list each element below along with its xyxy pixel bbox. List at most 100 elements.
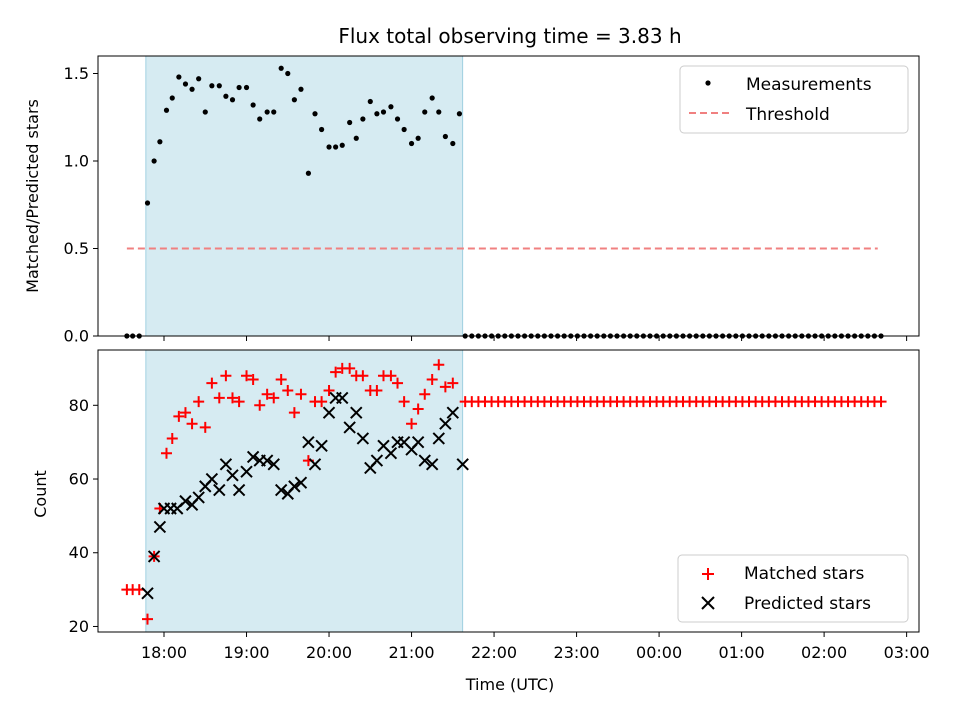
measurement-point <box>394 116 401 122</box>
matched-stars-point <box>166 432 178 444</box>
measurement-point <box>189 86 195 92</box>
x-axis-label: Time (UTC) <box>465 675 554 694</box>
measurement-point <box>360 116 366 122</box>
measurement-point <box>450 140 456 147</box>
matched-stars-point <box>875 396 887 408</box>
bottom-y-axis-label: Count <box>31 470 50 518</box>
top-legend-box <box>679 65 909 134</box>
measurement-point <box>374 111 380 117</box>
matched-stars-point <box>392 377 404 389</box>
measurement-point <box>326 144 332 150</box>
chart-title: Flux total observing time = 3.83 h <box>338 24 681 48</box>
predicted-stars-point <box>153 520 167 534</box>
predicted-stars-point <box>343 421 356 434</box>
matched-stars-point <box>261 388 273 400</box>
matched-stars-point <box>371 385 383 397</box>
predicted-stars-point <box>226 469 239 482</box>
bottom-y-ticks: 20 40 60 80 <box>69 396 98 636</box>
measurement-point <box>285 70 291 77</box>
predicted-stars-point <box>411 435 425 449</box>
measurement-point <box>209 83 215 89</box>
matched-stars-point <box>213 392 225 404</box>
predicted-stars-point <box>384 447 398 460</box>
predicted-stars-point <box>288 480 301 493</box>
bottom-legend: Matched stars Predicted stars <box>677 554 909 623</box>
predicted-stars-point <box>308 458 322 471</box>
matched-stars-point <box>433 359 445 371</box>
predicted-stars-point <box>205 472 219 486</box>
legend-predicted-stars-marker <box>701 596 715 610</box>
matched-stars-point <box>268 392 280 404</box>
legend-predicted-stars-label: Predicted stars <box>744 594 871 614</box>
measurement-point <box>176 74 182 80</box>
measurement-point <box>429 95 435 101</box>
bottom-legend-box <box>677 554 909 623</box>
matched-stars-point <box>173 410 185 422</box>
x-tick-label: 02:00 <box>801 643 847 662</box>
predicted-stars-point <box>141 587 154 600</box>
matched-stars-point <box>323 385 335 397</box>
matched-stars-point <box>199 421 211 433</box>
bottom-axes-frame <box>97 349 920 633</box>
measurement-point <box>144 200 151 206</box>
x-tick-label: 21:00 <box>388 643 434 662</box>
matched-stars-point <box>344 362 356 374</box>
matched-stars-point <box>419 388 431 400</box>
measurement-point <box>182 81 189 87</box>
x-tick-label: 03:00 <box>884 643 930 662</box>
matched-stars-point <box>426 373 438 385</box>
measurement-point <box>388 104 394 110</box>
x-tick-label: 20:00 <box>306 643 352 662</box>
predicted-stars-point <box>260 454 274 467</box>
top-y-tick-label: 1.0 <box>64 152 89 171</box>
measurement-point <box>257 116 263 122</box>
predicted-stars-point <box>322 406 336 419</box>
measurement-point <box>298 86 304 92</box>
x-tick-label: 00:00 <box>636 643 682 662</box>
measurement-point <box>353 135 359 141</box>
predicted-stars-point <box>456 458 469 471</box>
measurement-point <box>169 95 175 101</box>
predicted-stars-point <box>240 465 253 478</box>
measurement-point <box>333 144 339 150</box>
matched-stars-point <box>412 403 424 415</box>
matched-stars-point <box>447 377 459 389</box>
matched-stars-point <box>160 447 172 459</box>
measurement-point <box>367 98 373 105</box>
matched-stars-point <box>275 373 287 385</box>
top-axes: 0.0 0.5 1.0 1.5 Matched/Predicted stars Mea… <box>23 55 920 346</box>
matched-stars-point <box>385 370 397 382</box>
bottom-observing-span <box>145 349 464 633</box>
measurement-point <box>264 109 270 115</box>
predicted-stars-point <box>179 494 192 508</box>
matched-stars-point <box>316 396 328 408</box>
measurement-point <box>151 158 157 164</box>
x-tick-label: 19:00 <box>223 643 269 662</box>
x-tick-label: 18:00 <box>141 643 187 662</box>
predicted-stars-point <box>246 450 260 464</box>
measurement-point <box>163 107 170 113</box>
top-axes-frame <box>97 55 920 337</box>
measurement-point <box>216 83 222 89</box>
measurement-point <box>442 133 448 140</box>
measurement-point <box>456 111 463 117</box>
measurement-point <box>157 139 163 145</box>
predicted-stars-point <box>267 458 280 471</box>
legend-matched-stars-marker <box>702 568 714 580</box>
matched-stars-point <box>439 381 451 393</box>
matched-stars-point <box>206 377 218 389</box>
matched-stars-point <box>220 370 232 382</box>
predicted-stars-point <box>192 491 205 504</box>
matched-stars-point <box>288 407 300 419</box>
matched-stars-point <box>241 370 253 382</box>
measurement-point <box>339 142 345 148</box>
predicted-stars-point <box>219 458 233 471</box>
bottom-y-tick-label: 60 <box>69 470 89 489</box>
measurement-point <box>196 76 202 82</box>
top-observing-span <box>145 55 464 337</box>
measurement-point <box>229 97 236 103</box>
predicted-stars-point <box>336 391 349 405</box>
bottom-y-tick-label: 40 <box>69 543 89 562</box>
matched-stars-point <box>295 388 307 400</box>
